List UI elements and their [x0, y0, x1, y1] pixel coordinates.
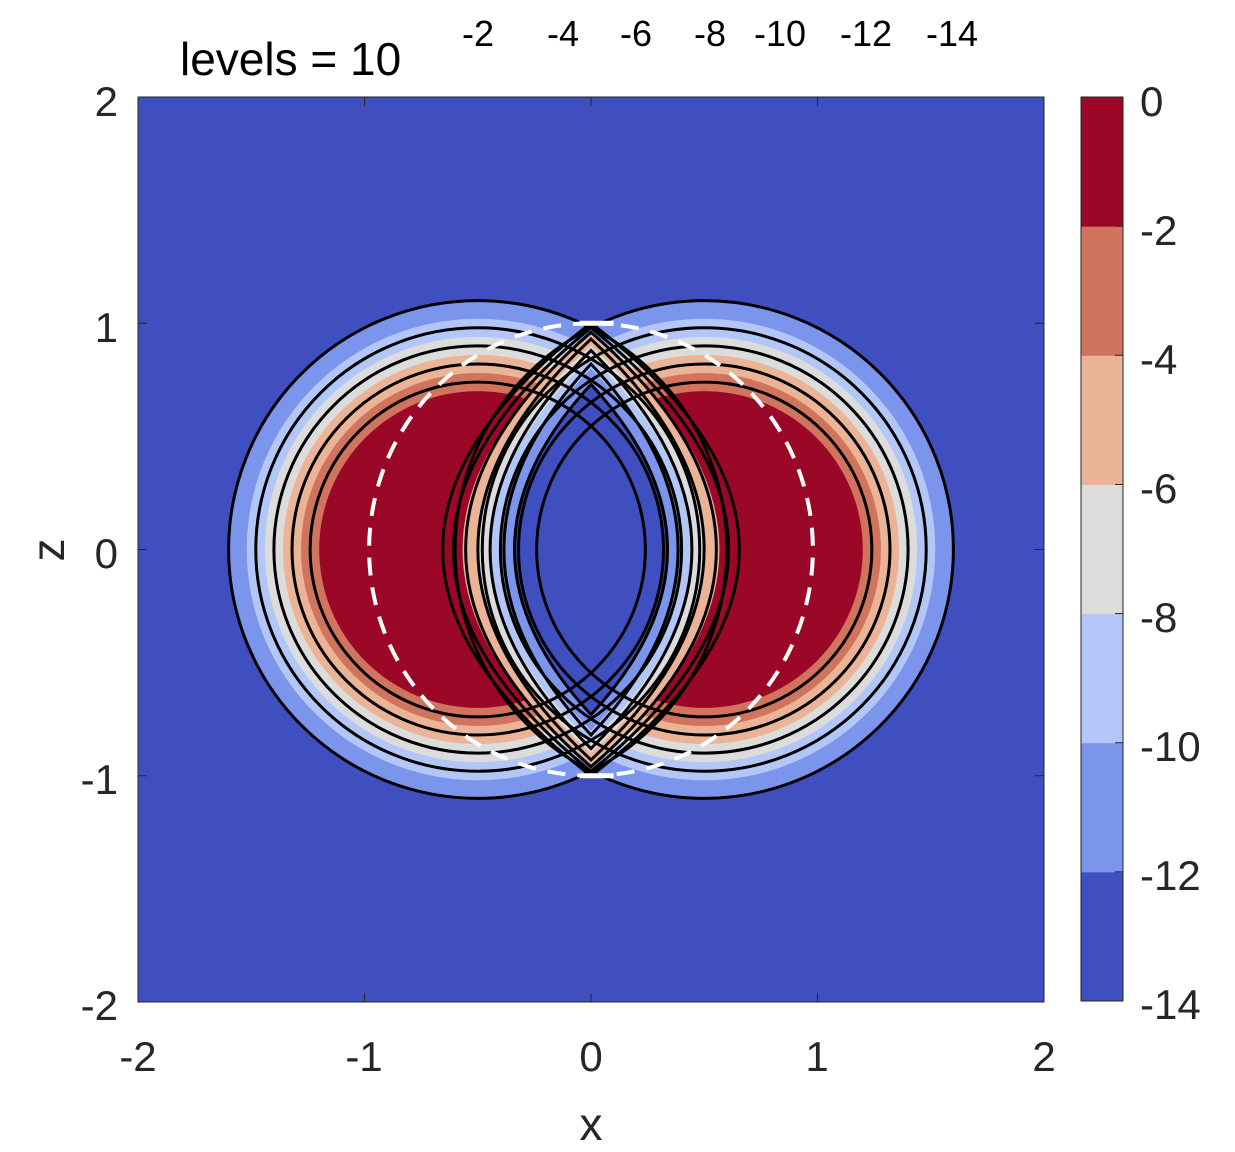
colorbar-ticks — [1115, 96, 1123, 1002]
contour-line — [488, 348, 694, 751]
contour-line — [290, 362, 892, 737]
y-tick-label: -1 — [81, 756, 118, 803]
colorbar-band — [1081, 484, 1123, 615]
contour-line-arc — [227, 299, 729, 800]
x-axis-label: x — [580, 1098, 603, 1150]
contour-line-arc — [272, 344, 684, 755]
colorbar-tick-label: -6 — [1140, 465, 1177, 512]
x-tick-label: -2 — [119, 1033, 156, 1080]
contour-line-arc — [290, 362, 665, 737]
x-tick-label: -1 — [345, 1033, 382, 1080]
contour-line — [502, 361, 680, 738]
contour-lines — [227, 299, 955, 800]
x-tick-label: 0 — [579, 1033, 602, 1080]
title-exponent: -2 — [462, 13, 494, 54]
contour-line — [452, 325, 730, 774]
plot-area — [138, 97, 1044, 1002]
contour-line — [254, 326, 928, 773]
title-exponent: -12 — [840, 13, 892, 54]
contour-line — [513, 382, 669, 717]
colorbar-frame — [1080, 96, 1124, 1002]
colorbar-band — [1081, 613, 1123, 744]
source-circle — [367, 320, 815, 779]
colorbar-tick-label: -14 — [1140, 981, 1201, 1028]
contour-line-arc — [535, 380, 874, 719]
chart-title: levels = 10 -2 -4 -6 -8 -10 -12 -14 — [180, 13, 978, 85]
contour-line-arc — [480, 326, 928, 773]
contour-line-arc — [517, 362, 892, 737]
colorbar-band — [1081, 97, 1123, 227]
title-exponent: -14 — [926, 13, 978, 54]
colorbar-tick-label: -4 — [1140, 336, 1177, 383]
x-tick-labels: -2 -1 0 1 2 — [119, 1033, 1055, 1080]
colorbar-bands — [1081, 97, 1123, 1002]
title-prefix: levels = 10 — [180, 33, 401, 85]
contour-line-arc — [498, 344, 910, 755]
contour-line-arc — [254, 326, 702, 773]
colorbar-tick-label: -12 — [1140, 852, 1201, 899]
contour-line — [476, 337, 706, 762]
contour-line-arc — [308, 380, 647, 719]
colorbar-tick-label: 0 — [1140, 78, 1163, 125]
colorbar-band — [1081, 871, 1123, 1002]
contour-line — [464, 330, 718, 769]
colorbar-band — [1081, 226, 1123, 356]
y-tick-label: 1 — [95, 304, 118, 351]
contour-line — [227, 299, 955, 800]
colorbar: 0 -2 -4 -6 -8 -10 -12 -14 — [1080, 78, 1201, 1028]
x-tick-label: 2 — [1032, 1033, 1055, 1080]
inner-band — [514, 384, 668, 715]
y-tick-label: 2 — [95, 78, 118, 125]
contour-line — [308, 380, 874, 719]
title-exponent: -10 — [754, 13, 806, 54]
contour-line — [272, 344, 910, 755]
tick-marks — [137, 96, 1045, 1003]
title-exponent: -4 — [547, 13, 579, 54]
colorbar-tick-label: -2 — [1140, 207, 1177, 254]
y-tick-label: 0 — [95, 530, 118, 577]
title-exponent: -8 — [694, 13, 726, 54]
title-exponent: -6 — [620, 13, 652, 54]
colorbar-tick-label: -10 — [1140, 723, 1201, 770]
colorbar-band — [1081, 355, 1123, 485]
contour-line-arc — [453, 299, 955, 800]
y-tick-label: -2 — [81, 982, 118, 1029]
colorbar-band — [1081, 742, 1123, 873]
colorbar-tick-label: -8 — [1140, 594, 1177, 641]
x-tick-label: 1 — [805, 1033, 828, 1080]
y-tick-labels: 2 1 0 -1 -2 — [81, 78, 118, 1029]
y-axis-label: z — [22, 539, 74, 562]
